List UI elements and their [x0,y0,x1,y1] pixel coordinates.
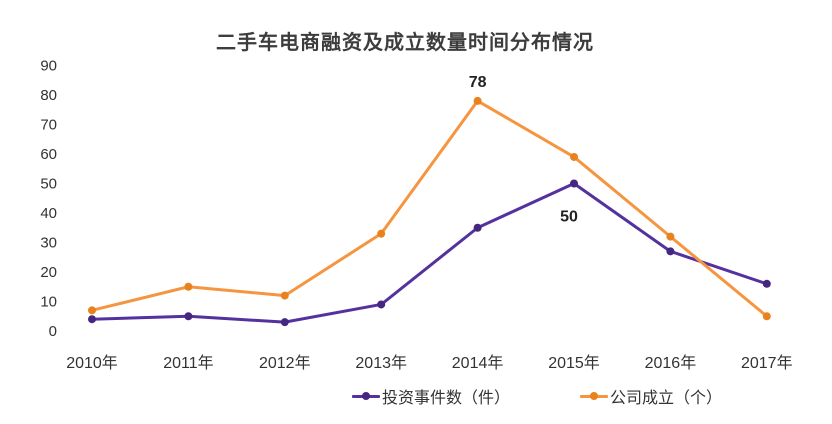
series-line-0 [90,182,769,324]
chart-title: 二手车电商融资及成立数量时间分布情况 [216,32,594,54]
x-axis-label: 2014年 [452,354,504,372]
y-axis-tick-label: 20 [40,264,57,281]
y-axis-tick-label: 10 [40,294,57,311]
x-axis-label: 2017年 [741,354,793,372]
y-axis-tick-label: 60 [40,146,57,163]
data-point-marker [280,318,289,327]
x-axis-label: 2013年 [355,354,407,372]
data-point-marker [184,282,193,291]
data-point-marker [377,300,386,309]
data-point-marker [377,229,386,238]
series-line-1 [90,99,769,318]
x-axis-label: 2011年 [163,354,213,372]
y-axis-tick-label: 70 [40,117,57,134]
legend-line-dot-marker-icon [352,388,380,404]
data-point-marker [666,232,675,241]
x-axis-label: 2016年 [645,354,697,372]
data-point-marker [184,312,193,321]
data-point-marker [762,312,771,321]
data-point-marker [280,291,289,300]
y-axis-tick-label: 90 [40,58,57,75]
legend-item-investment-events[interactable]: 投资事件数（件） [352,384,510,408]
data-point-marker [88,315,96,324]
x-axis-label: 2015年 [548,354,600,372]
y-axis-tick-label: 0 [49,323,57,340]
y-axis-tick-label: 40 [40,205,57,222]
data-point-marker [473,96,482,105]
y-axis-tick-label: 80 [40,87,57,104]
y-axis-tick-label: 50 [40,176,57,193]
data-point-marker [762,279,771,288]
x-axis-label: 2012年 [259,354,311,372]
legend-label-companies-founded: 公司成立（个） [610,390,723,407]
data-point-marker [570,179,578,188]
data-point-label: 78 [469,74,487,91]
x-axis-label: 2010年 [66,354,118,372]
data-point-marker [666,247,675,256]
data-point-marker [88,306,96,315]
data-point-label: 50 [560,209,578,226]
legend-item-companies-founded[interactable]: 公司成立（个） [580,384,722,408]
legend-line-dot-marker-icon [580,388,608,404]
data-point-marker [473,223,482,232]
y-axis-tick-label: 30 [40,235,57,252]
data-point-marker [570,152,578,161]
legend-label-investment-events: 投资事件数（件） [382,390,511,407]
